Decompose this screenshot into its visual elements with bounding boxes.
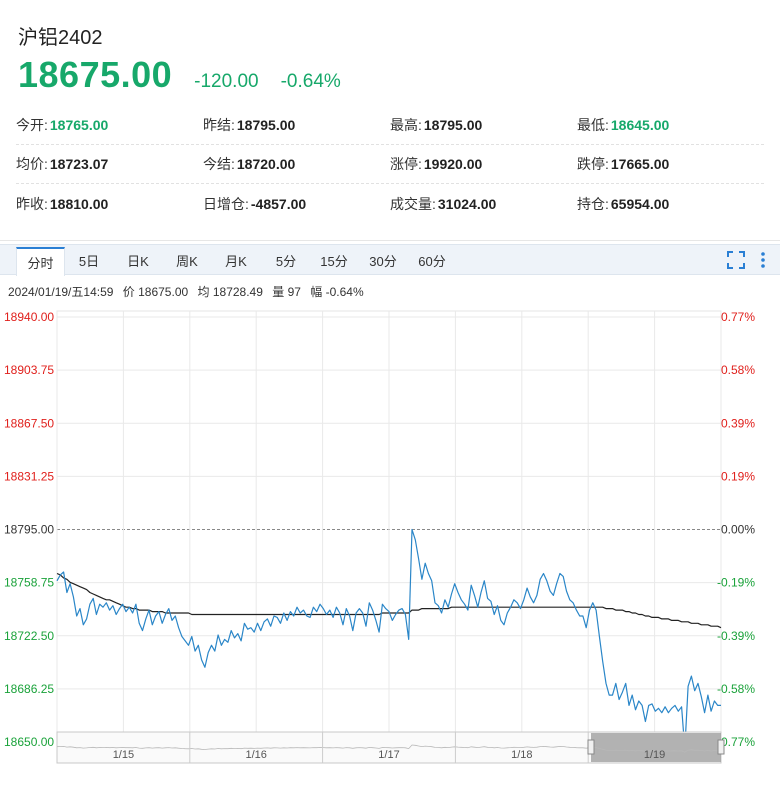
stat-prev-settle: 昨结: 18795.00: [203, 117, 296, 133]
y-tick-label-right: -0.77%: [717, 735, 755, 749]
y-tick-label: 18795.00: [4, 523, 54, 537]
info-volume: 量 97: [272, 285, 301, 299]
y-tick-label-right: 0.77%: [721, 310, 755, 324]
stat-volume: 成交量: 31024.00: [390, 195, 497, 212]
y-tick-label: 18831.25: [4, 469, 54, 483]
tab-5day[interactable]: 5日: [78, 254, 100, 269]
last-price: 18675.00: [18, 54, 173, 95]
price-change: -120.00: [194, 71, 259, 92]
price-line: [56, 528, 721, 750]
info-avg: 均 18728.49: [197, 285, 263, 299]
navigator-label: 1/18: [511, 749, 532, 761]
price-row: 18675.00 -120.00 -0.64%: [18, 54, 341, 98]
y-tick-label-right: 0.58%: [721, 363, 755, 377]
y-tick-label-right: 0.19%: [721, 469, 755, 483]
divider: [0, 240, 780, 241]
stats-row: 均价: 18723.07 今结: 18720.00 涨停: 19920.00 跌停: 1…: [16, 145, 764, 184]
navigator-selection: [591, 733, 721, 762]
info-datetime: 2024/01/19/五14:59: [8, 285, 114, 299]
contract-name: 沪铝2402: [18, 27, 103, 49]
y-tick-label: 18867.50: [4, 416, 54, 430]
stat-limit-up: 涨停: 19920.00: [390, 156, 483, 172]
y-tick-label: 18903.75: [4, 363, 54, 377]
stats-grid: 今开: 18765.00 昨结: 18795.00 最高: 18795.00 最低: 1…: [16, 106, 764, 223]
y-tick-label: 18940.00: [4, 310, 54, 324]
tab-intraday[interactable]: 分时: [16, 247, 65, 276]
more-vertical-icon[interactable]: [757, 250, 769, 270]
info-amplitude: 幅 -0.64%: [310, 285, 364, 299]
quote-header: 沪铝2402 18675.00 -120.00 -0.64% 今开: 18765.…: [0, 0, 780, 240]
stat-oi-change: 日增仓: -4857.00: [203, 195, 307, 212]
y-tick-label-right: -0.19%: [717, 576, 755, 590]
fullscreen-icon[interactable]: [727, 250, 745, 270]
stat-high: 最高: 18795.00: [390, 117, 483, 133]
stats-row: 昨收: 18810.00 日增仓: -4857.00 成交量: 31024.00 持仓…: [16, 184, 764, 223]
stat-open-interest: 持仓: 65954.00: [577, 195, 670, 212]
y-tick-label-right: 0.00%: [721, 523, 755, 537]
stat-low: 最低: 18645.00: [577, 117, 670, 133]
y-tick-label: 18758.75: [4, 576, 54, 590]
navigator-handle: [587, 739, 595, 755]
tab-daily-k[interactable]: 日K: [127, 254, 149, 269]
y-tick-label: 18650.00: [4, 735, 54, 749]
tab-15min[interactable]: 15分: [320, 254, 348, 269]
stats-row: 今开: 18765.00 昨结: 18795.00 最高: 18795.00 最低: 1…: [16, 106, 764, 145]
stat-open: 今开: 18765.00: [16, 117, 109, 133]
y-tick-label-right: -0.58%: [717, 682, 755, 696]
period-tabs: 分时 5日 日K 周K 月K 5分 15分 30分 60分: [0, 244, 780, 276]
stat-settle: 今结: 18720.00: [203, 156, 296, 172]
navigator-label: 1/15: [113, 749, 134, 761]
tab-5min[interactable]: 5分: [275, 254, 297, 269]
navigator-label: 1/16: [245, 749, 266, 761]
tab-30min[interactable]: 30分: [369, 254, 397, 269]
price-change-percent: -0.64%: [280, 71, 341, 92]
stat-limit-down: 跌停: 17665.00: [577, 156, 670, 172]
tab-monthly-k[interactable]: 月K: [225, 254, 247, 269]
y-tick-label: 18686.25: [4, 682, 54, 696]
crosshair-info: 2024/01/19/五14:59 价 18675.00 均 18728.49 …: [8, 283, 370, 300]
navigator-line: [56, 744, 721, 753]
tab-weekly-k[interactable]: 周K: [176, 254, 198, 269]
stat-avg: 均价: 18723.07: [16, 156, 109, 172]
tab-60min[interactable]: 60分: [418, 254, 446, 269]
navigator-label: 1/17: [378, 749, 399, 761]
navigator-handle: [717, 739, 725, 755]
y-tick-label-right: -0.39%: [717, 629, 755, 643]
info-price: 价 18675.00: [122, 285, 189, 299]
navigator-label: 1/19: [644, 749, 665, 761]
stat-prev-close: 昨收: 18810.00: [16, 195, 109, 212]
y-tick-label-right: 0.39%: [721, 416, 755, 430]
y-tick-label: 18722.50: [4, 629, 54, 643]
intraday-chart[interactable]: 18940.00 0.77% 18903.75 0.58% 18867.50 0.39% 1…: [0, 300, 780, 764]
